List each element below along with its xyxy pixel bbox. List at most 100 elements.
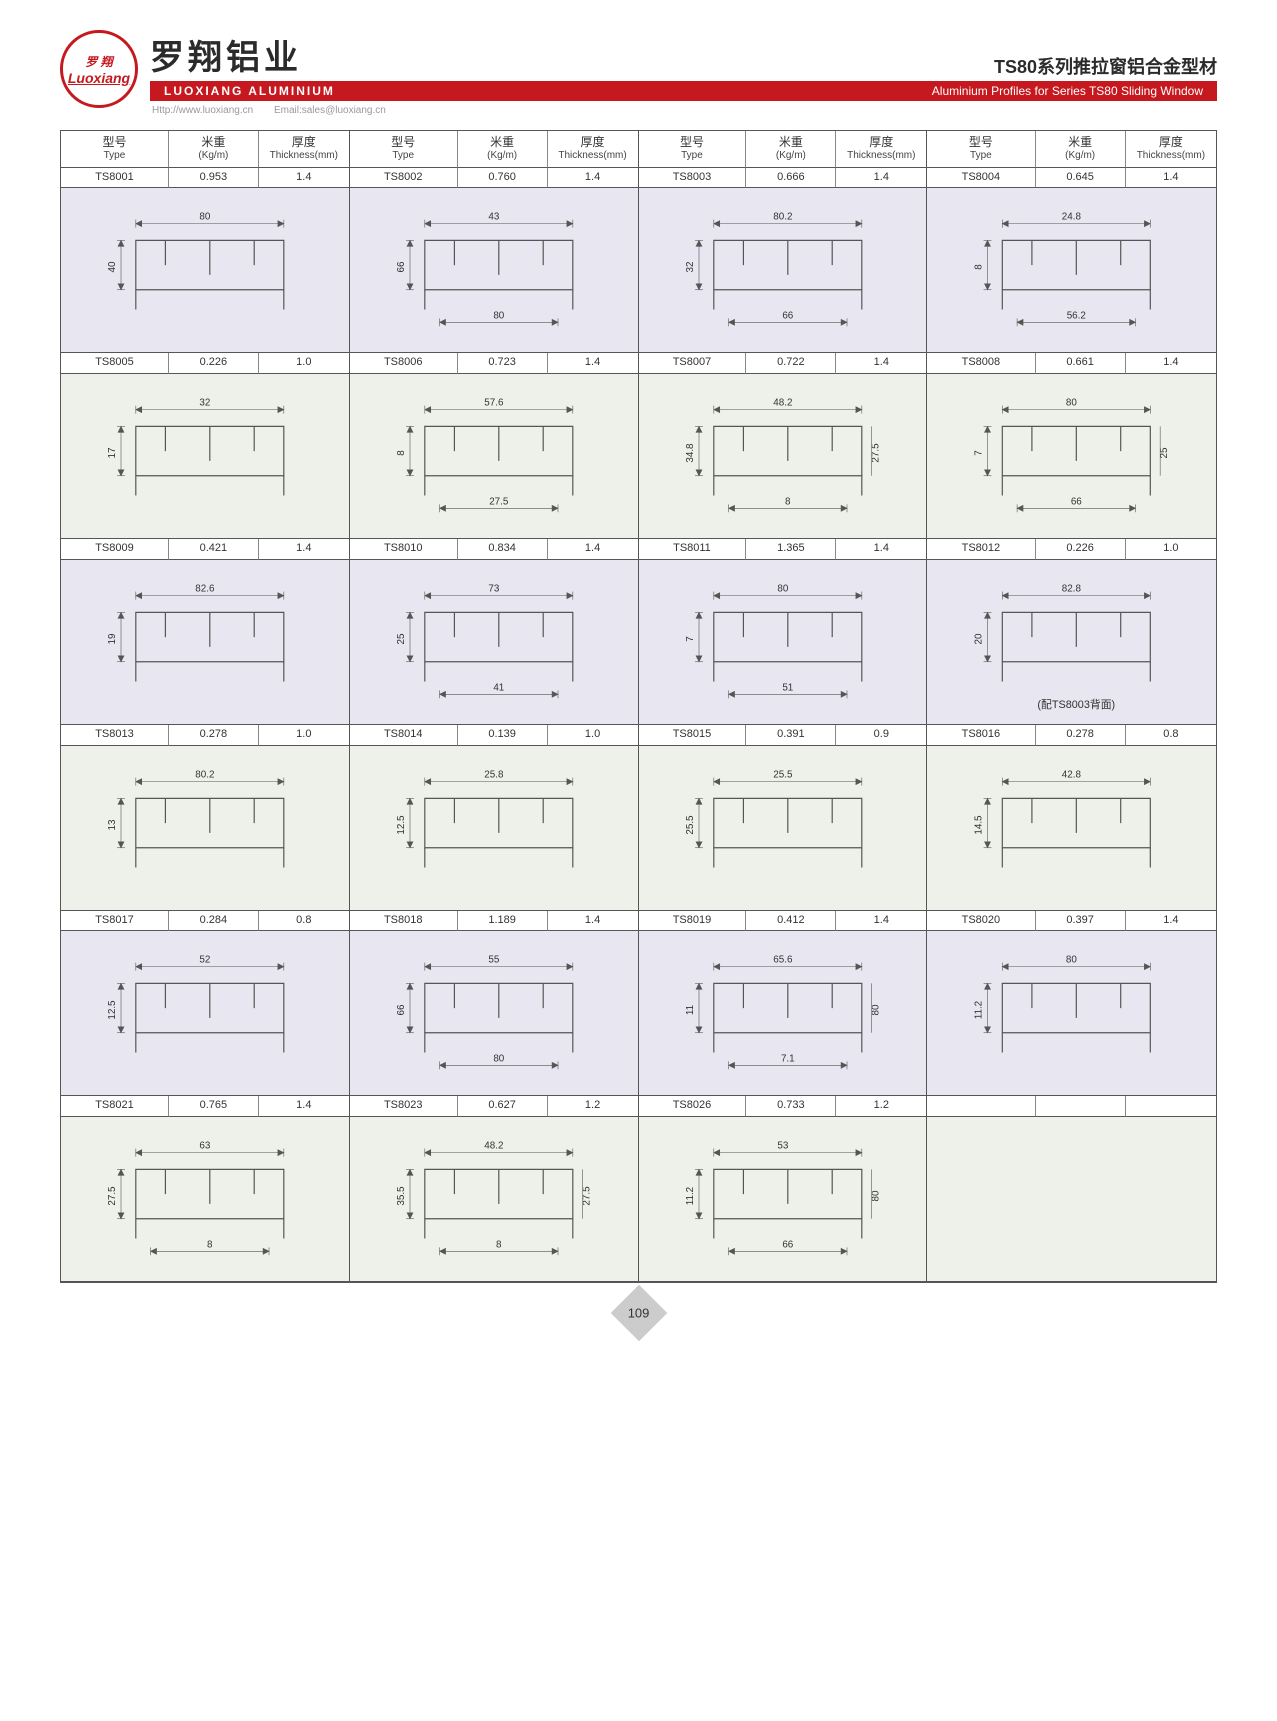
type-cell: TS8012 bbox=[927, 539, 1035, 560]
thickness-cell: 0.8 bbox=[259, 911, 349, 932]
weight-cell: 0.834 bbox=[458, 539, 548, 560]
table-data-row: TS80210.7651.4TS80230.6271.2TS80260.7331… bbox=[61, 1096, 1216, 1117]
thickness-cell: 1.4 bbox=[1126, 353, 1216, 374]
svg-text:41: 41 bbox=[493, 682, 504, 693]
type-cell: TS8005 bbox=[61, 353, 169, 374]
svg-text:27.5: 27.5 bbox=[489, 496, 509, 507]
weight-cell: 0.278 bbox=[1036, 725, 1126, 746]
svg-text:27.5: 27.5 bbox=[107, 1186, 118, 1206]
thickness-cell: 1.4 bbox=[548, 539, 638, 560]
svg-text:25.8: 25.8 bbox=[484, 769, 504, 780]
weight-cell: 0.666 bbox=[746, 168, 836, 189]
profile-drawing: 52 12.5 bbox=[61, 931, 350, 1096]
profile-drawing: 80.2 32 66 bbox=[639, 188, 928, 353]
type-cell: TS8003 bbox=[639, 168, 747, 189]
header-red-bar: LUOXIANG ALUMINIUM Aluminium Profiles fo… bbox=[150, 81, 1217, 101]
type-cell: TS8001 bbox=[61, 168, 169, 189]
svg-text:8: 8 bbox=[496, 1239, 502, 1250]
profile-drawing: 25.5 25.5 bbox=[639, 746, 928, 911]
weight-cell: 0.226 bbox=[1036, 539, 1126, 560]
svg-text:(配TS8003背面): (配TS8003背面) bbox=[1038, 697, 1116, 711]
thickness-cell: 1.0 bbox=[259, 725, 349, 746]
svg-text:32: 32 bbox=[685, 262, 696, 273]
profile-drawing: 48.2 34.8 8 27.5 bbox=[639, 374, 928, 539]
profile-drawing: 48.2 35.5 8 27.5 bbox=[350, 1117, 639, 1282]
thickness-cell: 0.9 bbox=[836, 725, 926, 746]
svg-text:25: 25 bbox=[1159, 447, 1170, 458]
col-header: 米重(Kg/m) bbox=[458, 131, 548, 168]
type-cell: TS8016 bbox=[927, 725, 1035, 746]
contact-line: Http://www.luoxiang.cn Email:sales@luoxi… bbox=[152, 105, 1217, 116]
type-cell: TS8015 bbox=[639, 725, 747, 746]
table-data-row: TS80050.2261.0TS80060.7231.4TS80070.7221… bbox=[61, 353, 1216, 374]
drawing-row: 52 12.5 55 66 bbox=[61, 931, 1216, 1096]
weight-cell: 0.284 bbox=[169, 911, 259, 932]
svg-text:66: 66 bbox=[396, 261, 407, 272]
profile-drawing: 24.8 8 56.2 bbox=[927, 188, 1216, 353]
thickness-cell: 1.0 bbox=[259, 353, 349, 374]
svg-text:48.2: 48.2 bbox=[484, 1141, 503, 1152]
drawing-row: 32 17 57.6 8 bbox=[61, 374, 1216, 539]
type-cell: TS8019 bbox=[639, 911, 747, 932]
svg-text:27.5: 27.5 bbox=[581, 1186, 592, 1206]
svg-text:66: 66 bbox=[396, 1004, 407, 1015]
svg-text:8: 8 bbox=[396, 450, 407, 456]
weight-cell: 0.421 bbox=[169, 539, 259, 560]
svg-text:56.2: 56.2 bbox=[1067, 311, 1086, 322]
drawing-row: 80.2 13 25.8 12 bbox=[61, 746, 1216, 911]
svg-text:48.2: 48.2 bbox=[773, 398, 792, 409]
col-header: 型号Type bbox=[927, 131, 1035, 168]
profile-drawing: 43 66 80 bbox=[350, 188, 639, 353]
profile-drawing: 82.6 19 bbox=[61, 560, 350, 725]
svg-text:52: 52 bbox=[199, 955, 210, 966]
svg-text:66: 66 bbox=[1071, 496, 1082, 507]
svg-text:55: 55 bbox=[488, 955, 499, 966]
svg-text:27.5: 27.5 bbox=[870, 443, 881, 463]
svg-text:17: 17 bbox=[107, 448, 118, 459]
col-header: 米重(Kg/m) bbox=[169, 131, 259, 168]
svg-text:8: 8 bbox=[207, 1239, 213, 1250]
type-cell: TS8013 bbox=[61, 725, 169, 746]
weight-cell: 0.661 bbox=[1036, 353, 1126, 374]
svg-text:11: 11 bbox=[685, 1005, 696, 1015]
weight-cell: 0.391 bbox=[746, 725, 836, 746]
profile-drawing: 55 66 80 bbox=[350, 931, 639, 1096]
thickness-cell: 1.4 bbox=[836, 353, 926, 374]
type-cell: TS8014 bbox=[350, 725, 458, 746]
profile-drawing: 53 11.2 66 80 bbox=[639, 1117, 928, 1282]
svg-text:80.2: 80.2 bbox=[195, 769, 214, 780]
svg-text:35.5: 35.5 bbox=[396, 1186, 407, 1206]
thickness-cell: 1.4 bbox=[836, 168, 926, 189]
weight-cell: 0.723 bbox=[458, 353, 548, 374]
series-title-cn: TS80系列推拉窗铝合金型材 bbox=[994, 53, 1217, 79]
type-cell: TS8020 bbox=[927, 911, 1035, 932]
type-cell: TS8011 bbox=[639, 539, 747, 560]
profile-drawing: 63 27.5 8 bbox=[61, 1117, 350, 1282]
svg-text:65.6: 65.6 bbox=[773, 955, 793, 966]
svg-text:66: 66 bbox=[782, 1239, 793, 1250]
col-header: 厚度Thickness(mm) bbox=[548, 131, 638, 168]
svg-text:40: 40 bbox=[107, 261, 118, 272]
logo-en: Luoxiang bbox=[68, 70, 130, 86]
weight-cell: 0.953 bbox=[169, 168, 259, 189]
col-header: 型号Type bbox=[639, 131, 747, 168]
col-header: 厚度Thickness(mm) bbox=[1126, 131, 1216, 168]
weight-cell: 0.226 bbox=[169, 353, 259, 374]
type-cell: TS8021 bbox=[61, 1096, 169, 1117]
svg-text:24.8: 24.8 bbox=[1062, 212, 1082, 223]
thickness-cell: 1.0 bbox=[1126, 539, 1216, 560]
thickness-cell: 0.8 bbox=[1126, 725, 1216, 746]
col-header: 型号Type bbox=[61, 131, 169, 168]
svg-text:57.6: 57.6 bbox=[484, 398, 504, 409]
brand-name-en: LUOXIANG ALUMINIUM bbox=[164, 84, 335, 98]
svg-text:80.2: 80.2 bbox=[773, 212, 792, 223]
table-header-row: 型号Type米重(Kg/m)厚度Thickness(mm)型号Type米重(Kg… bbox=[61, 131, 1216, 168]
svg-text:34.8: 34.8 bbox=[685, 443, 696, 463]
svg-text:14.5: 14.5 bbox=[974, 814, 985, 834]
type-cell: TS8007 bbox=[639, 353, 747, 374]
thickness-cell: 1.2 bbox=[548, 1096, 638, 1117]
svg-text:7: 7 bbox=[974, 450, 985, 455]
svg-text:8: 8 bbox=[974, 264, 985, 270]
svg-text:7.1: 7.1 bbox=[780, 1054, 794, 1065]
svg-text:13: 13 bbox=[107, 819, 118, 830]
